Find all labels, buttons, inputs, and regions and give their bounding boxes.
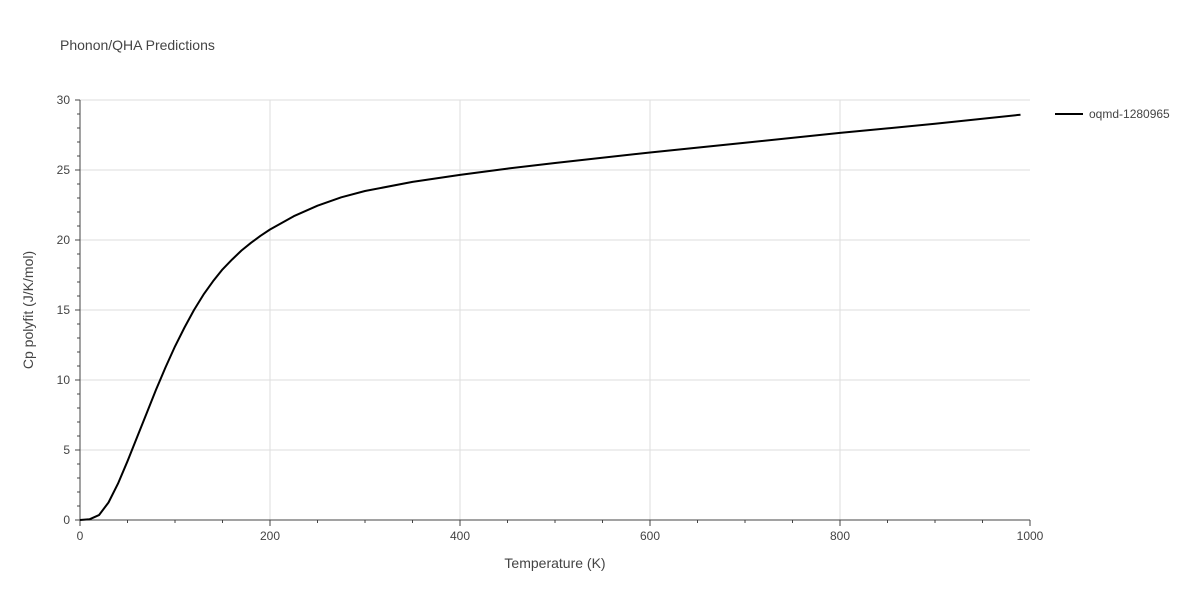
y-tick-label: 20 — [57, 233, 71, 247]
legend-item[interactable]: oqmd-1280965 — [1055, 107, 1170, 121]
y-axis-title: Cp polyfit (J/K/mol) — [20, 251, 36, 369]
y-tick-label: 0 — [63, 513, 70, 527]
x-tick-label: 800 — [830, 529, 850, 543]
legend[interactable]: oqmd-1280965 — [1055, 107, 1170, 121]
x-tick-label: 400 — [450, 529, 470, 543]
legend-label: oqmd-1280965 — [1089, 107, 1170, 121]
y-tick-label: 15 — [57, 303, 71, 317]
y-tick-label: 10 — [57, 373, 71, 387]
x-tick-label: 200 — [260, 529, 280, 543]
grid — [80, 99, 1030, 520]
x-tick-label: 0 — [77, 529, 84, 543]
y-tick-label: 5 — [63, 443, 70, 457]
tick-labels: 0 5 10 15 20 25 30 0 200 400 600 800 1000 — [57, 93, 1044, 543]
x-tick-label: 1000 — [1017, 529, 1044, 543]
y-tick-label: 25 — [57, 163, 71, 177]
series-layer — [79, 113, 1021, 521]
axes — [75, 99, 1031, 526]
x-tick-label: 600 — [640, 529, 660, 543]
y-tick-label: 30 — [57, 93, 71, 107]
x-axis-title: Temperature (K) — [504, 555, 605, 571]
chart-title: Phonon/QHA Predictions — [60, 37, 215, 53]
series-line-oqmd-1280965 — [79, 113, 1021, 521]
